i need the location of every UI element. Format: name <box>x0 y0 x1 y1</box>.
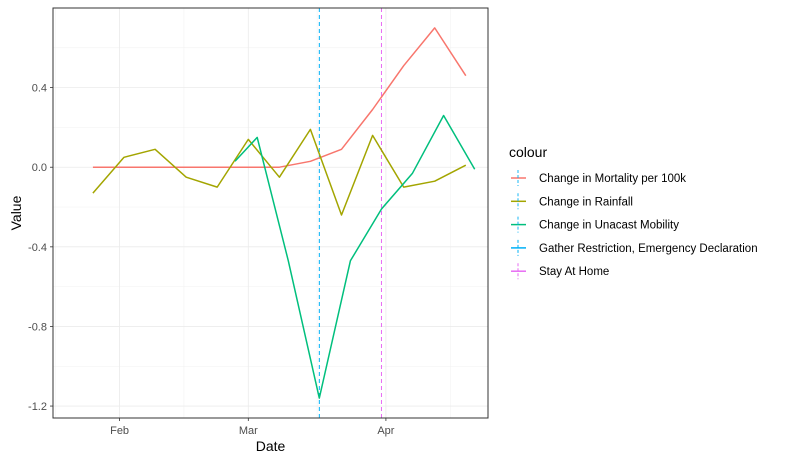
legend-label: Stay At Home <box>539 266 609 278</box>
plot-border <box>52 7 489 419</box>
legend-label: Change in Mortality per 100k <box>539 173 686 185</box>
y-tick-label: 0.4 <box>32 83 47 95</box>
y-tick-label: -0.4 <box>28 242 47 254</box>
legend-label: Change in Unacast Mobility <box>539 220 679 232</box>
x-tick-label: Mar <box>239 425 258 437</box>
legend-title: colour <box>509 144 547 160</box>
y-tick-label: -1.2 <box>28 401 47 413</box>
plot-panel <box>53 8 488 418</box>
y-tick-label: -0.8 <box>28 321 47 333</box>
axis-ticks <box>50 87 387 421</box>
grid-minor <box>53 8 488 418</box>
series-line <box>234 114 476 399</box>
y-tick-labels: 0.4 0.0 -0.4 -0.8 -1.2 <box>28 83 47 413</box>
x-tick-labels: Feb Mar Apr <box>110 425 395 437</box>
series-line <box>92 128 467 216</box>
y-tick-label: 0.0 <box>32 162 47 174</box>
series-line <box>92 27 467 168</box>
x-tick-label: Feb <box>110 425 129 437</box>
legend-label: Gather Restriction, Emergency Declaratio… <box>539 243 758 255</box>
legend: colour Change in Mortality per 100k Chang… <box>509 144 758 280</box>
legend-label: Change in Rainfall <box>539 196 633 208</box>
series-layer <box>92 27 476 399</box>
vline-layer <box>318 8 382 418</box>
x-tick-label: Apr <box>377 425 394 437</box>
x-axis-title: Date <box>256 438 286 454</box>
y-axis-title: Value <box>8 195 24 230</box>
